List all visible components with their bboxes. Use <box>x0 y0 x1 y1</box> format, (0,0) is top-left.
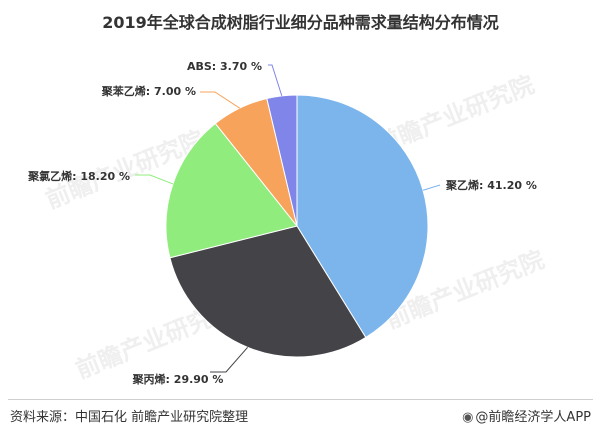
leader-line <box>210 347 249 373</box>
slice-label: 聚乙烯: 41.20 % <box>445 178 537 192</box>
leader-line <box>268 64 283 97</box>
leader-line <box>200 91 241 109</box>
slice-label: 聚氯乙烯: 18.20 % <box>27 169 130 183</box>
brand-text: @前瞻经济学人APP <box>475 410 591 425</box>
slice-label: 聚苯乙烯: 7.00 % <box>101 84 196 98</box>
eye-logo-icon: ◉ <box>462 410 474 425</box>
leader-line <box>135 174 174 185</box>
chart-title: 2019年全球合成树脂行业细分品种需求量结构分布情况 <box>102 13 499 32</box>
leader-line <box>422 184 441 191</box>
source-note: 资料来源：中国石化 前瞻产业研究院整理 <box>10 410 249 425</box>
slice-label: ABS: 3.70 % <box>187 60 262 73</box>
pie-chart: 聚乙烯: 41.20 % 聚丙烯: 29.90 % 聚氯乙烯: 18.20 % 聚苯乙… <box>27 60 537 386</box>
pie-slice-abs <box>266 94 298 227</box>
footer-divider <box>8 399 593 400</box>
slice-label: 聚丙烯: 29.90 % <box>132 372 224 386</box>
brand-credit: ◉ @前瞻经济学人APP <box>462 406 591 425</box>
pie-slice-聚乙烯 <box>296 94 429 339</box>
